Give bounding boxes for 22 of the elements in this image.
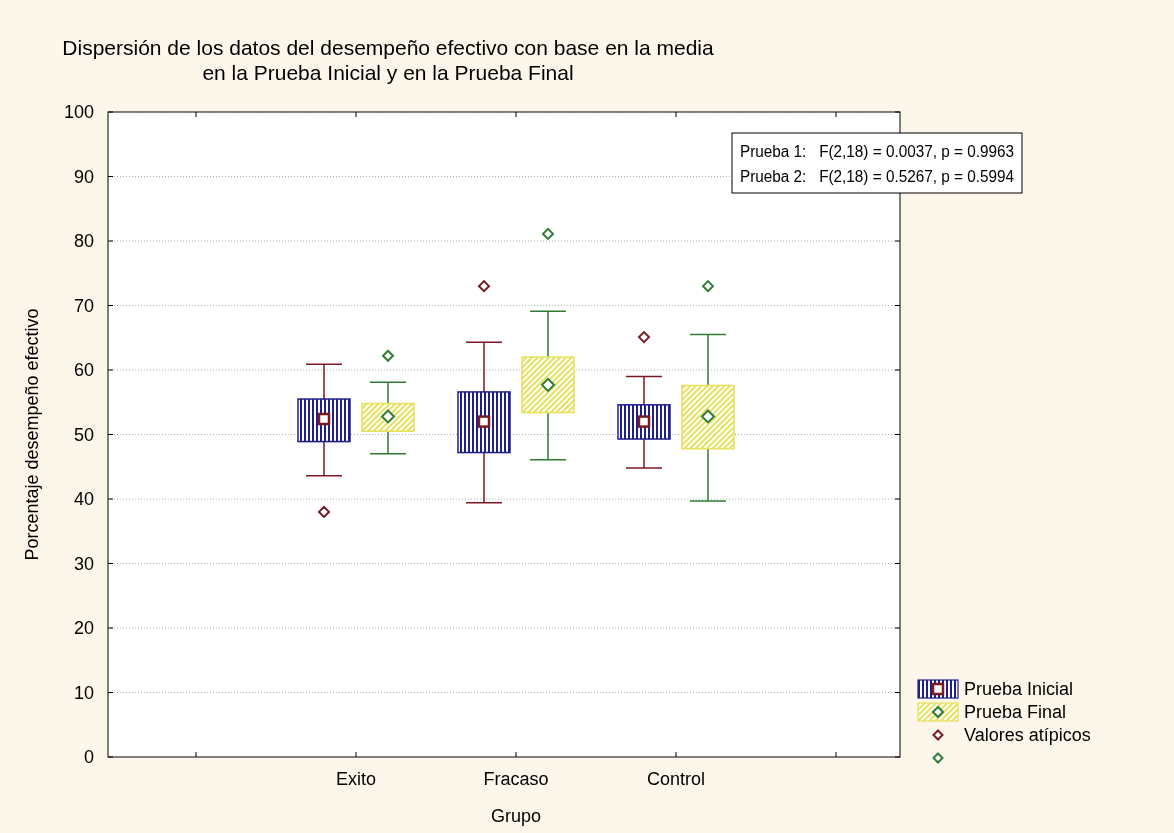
y-tick-label: 40 bbox=[73, 489, 94, 510]
x-axis-title: Grupo bbox=[490, 806, 542, 826]
y-tick-label: 90 bbox=[73, 166, 94, 187]
y-axis-title: Porcentaje desempeño efectivo bbox=[22, 308, 42, 561]
x-tick-label: Fracaso bbox=[483, 769, 549, 789]
y-tick-label: 100 bbox=[63, 102, 94, 123]
chart-title: Dispersión de los datos del desempeño efectivo con base en la media en la Prueba Inicial y en la Prueba Final bbox=[62, 36, 715, 84]
annotation: Prueba 2: F(2,18) = 0.5267, p = 0.5994 bbox=[740, 168, 1027, 185]
y-tick-label: 80 bbox=[73, 231, 94, 252]
x-tick-label: Control bbox=[646, 769, 706, 789]
annotation: Prueba 1: F(2,18) = 0.0037, p = 0.9963 bbox=[740, 143, 1027, 160]
y-tick-label: 70 bbox=[73, 295, 94, 316]
y-tick-label: 0 bbox=[83, 747, 94, 768]
y-tick-label: 10 bbox=[73, 682, 94, 703]
y-tick-label: 20 bbox=[73, 618, 94, 639]
legend-label: Prueba Final bbox=[964, 702, 1067, 723]
x-tick-label: Exito bbox=[335, 769, 377, 789]
y-tick-label: 30 bbox=[73, 553, 94, 574]
legend-label: Prueba Inicial bbox=[964, 679, 1074, 700]
legend-label: Valores atípicos bbox=[964, 725, 1091, 746]
y-tick-label: 50 bbox=[73, 424, 94, 445]
y-tick-label: 60 bbox=[73, 360, 94, 381]
